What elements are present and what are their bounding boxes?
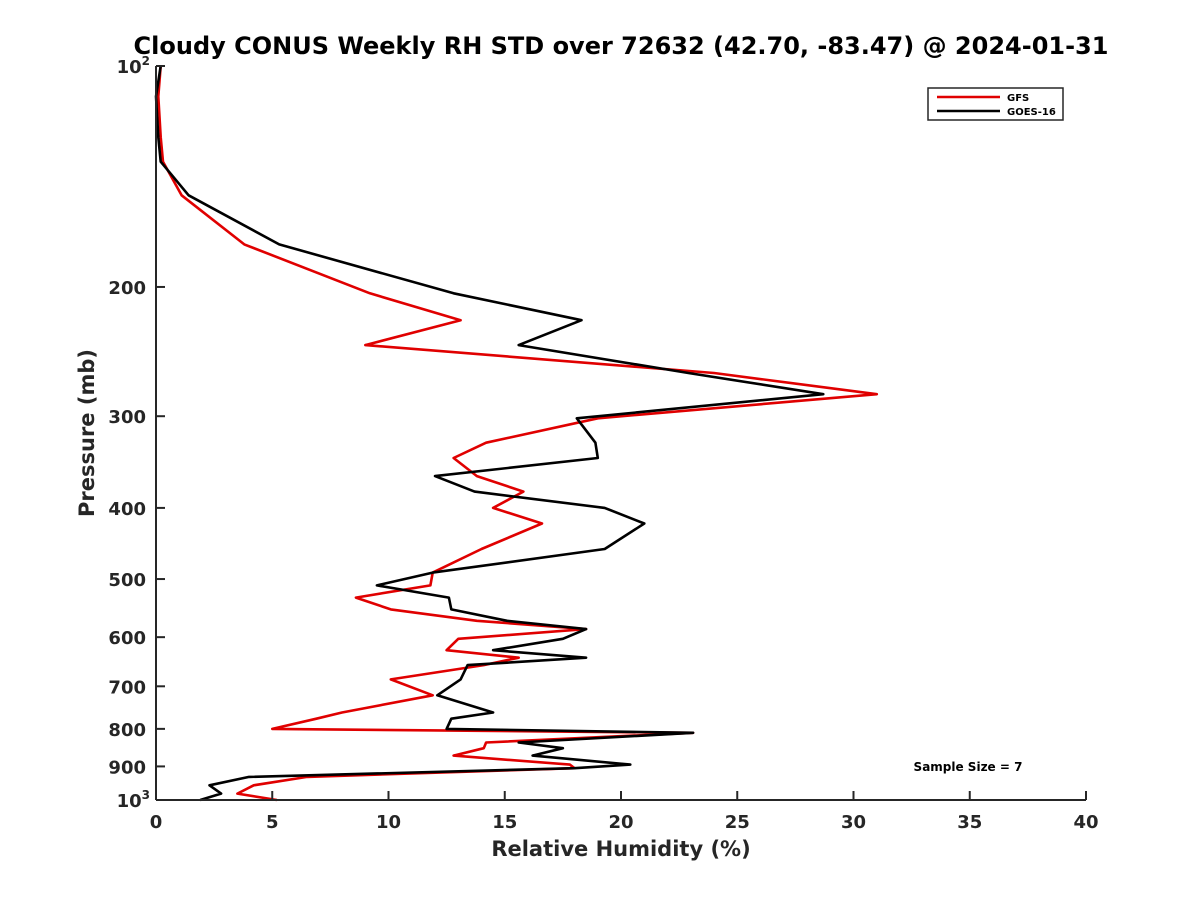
x-tick-label: 35: [957, 812, 982, 833]
y-tick-label: 500: [108, 570, 146, 591]
series-layer: [154, 65, 879, 802]
series-line-goes-16: [154, 65, 825, 802]
y-tick-label: 300: [108, 407, 146, 428]
x-tick-label: 0: [150, 812, 163, 833]
series-line-gfs: [157, 65, 879, 802]
chart-title: Cloudy CONUS Weekly RH STD over 72632 (4…: [134, 32, 1109, 60]
y-tick-label: 800: [108, 720, 146, 741]
y-tick-label: 700: [108, 677, 146, 698]
x-tick-label: 15: [492, 812, 517, 833]
x-tick-label: 10: [376, 812, 401, 833]
x-tick-label: 30: [841, 812, 866, 833]
sample-size-annotation: Sample Size = 7: [914, 760, 1023, 774]
x-axis-label: Relative Humidity (%): [491, 837, 750, 861]
y-tick-label: 900: [108, 757, 146, 778]
y-tick-label: 600: [108, 628, 146, 649]
y-axis-label: Pressure (mb): [75, 349, 99, 517]
x-tick-label: 25: [725, 812, 750, 833]
y-tick-label: 102: [117, 54, 150, 78]
x-tick-label: 20: [608, 812, 633, 833]
x-tick-label: 40: [1073, 812, 1098, 833]
legend-label: GOES-16: [1007, 107, 1056, 118]
y-tick-label: 400: [108, 499, 146, 520]
legend-label: GFS: [1007, 93, 1029, 104]
legend: GFS GOES-16: [927, 87, 1064, 121]
y-tick-label: 103: [117, 788, 150, 812]
axes-layer: 0 5 10 15 20 25 30 35 40 102 200 300 400 500 600 700 800…: [108, 54, 1098, 833]
legend-box: [927, 87, 1064, 121]
x-tick-label: 5: [266, 812, 279, 833]
y-tick-label: 200: [108, 278, 146, 299]
